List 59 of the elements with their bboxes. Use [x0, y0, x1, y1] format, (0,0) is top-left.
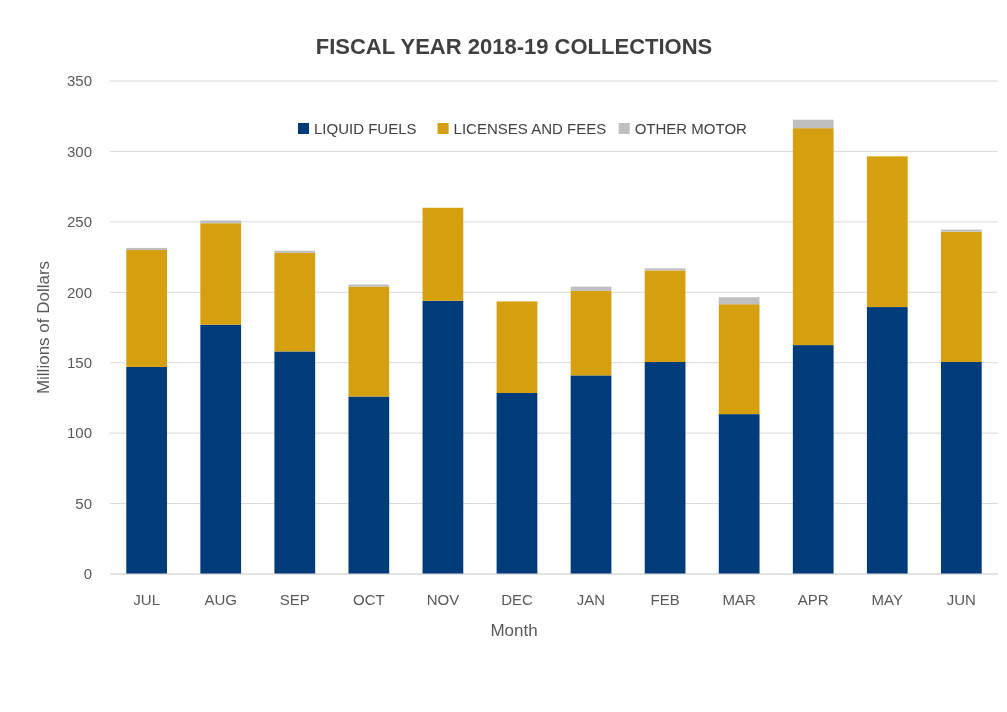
bar [644, 268, 686, 271]
y-tick-label: 100 [66, 424, 92, 442]
bar [570, 286, 612, 291]
bar [940, 362, 982, 574]
bar [792, 128, 834, 346]
y-tick-label: 150 [66, 353, 92, 371]
x-tick-label: MAY [871, 591, 903, 608]
x-tick-label: OCT [353, 591, 385, 608]
x-tick-label: AUG [204, 591, 237, 608]
bar [940, 229, 982, 232]
bar [348, 396, 390, 574]
bar [496, 301, 538, 393]
bar [496, 393, 538, 574]
bar [422, 207, 464, 301]
legend-label: LIQUID FUELS [314, 120, 417, 137]
y-tick-label: 200 [66, 283, 92, 301]
bar [126, 247, 168, 251]
y-axis-title: Millions of Dollars [34, 260, 53, 395]
legend-label: OTHER MOTOR [634, 120, 748, 137]
bar [644, 270, 686, 363]
y-tick-label: 50 [75, 494, 92, 512]
bar [570, 290, 612, 376]
bar [866, 156, 908, 308]
x-tick-label: JAN [576, 591, 606, 608]
bar [200, 324, 242, 574]
bar [274, 250, 316, 253]
bar [718, 414, 760, 574]
bar [792, 119, 834, 129]
x-tick-label: FEB [650, 591, 680, 608]
bar [940, 231, 982, 363]
bar [644, 362, 686, 574]
bar [792, 345, 834, 574]
bar [274, 252, 316, 352]
x-tick-label: JUN [946, 591, 976, 608]
bar [422, 300, 464, 574]
y-tick-label: 350 [66, 72, 92, 90]
chart-title: FISCAL YEAR 2018-19 COLLECTIONS [315, 34, 713, 59]
x-axis-title: Month [490, 621, 538, 640]
bar [718, 297, 760, 305]
bar [126, 366, 168, 574]
x-tick-label: NOV [426, 591, 460, 608]
bar [718, 304, 760, 415]
x-tick-label: SEP [279, 591, 310, 608]
x-tick-label: DEC [501, 591, 533, 608]
y-tick-label: 250 [66, 213, 92, 231]
y-tick-label: 0 [83, 565, 92, 583]
bar [348, 286, 390, 397]
y-tick-label: 300 [66, 142, 92, 160]
bar [570, 375, 612, 574]
x-tick-label: MAR [722, 591, 756, 608]
bar [274, 351, 316, 574]
x-tick-label: APR [797, 591, 829, 608]
bar [126, 250, 168, 367]
x-tick-label: JUL [133, 591, 160, 608]
bar [866, 307, 908, 574]
bar [200, 223, 242, 325]
bar [200, 220, 242, 224]
bar [348, 284, 390, 287]
legend-label: LICENSES AND FEES [453, 120, 607, 137]
